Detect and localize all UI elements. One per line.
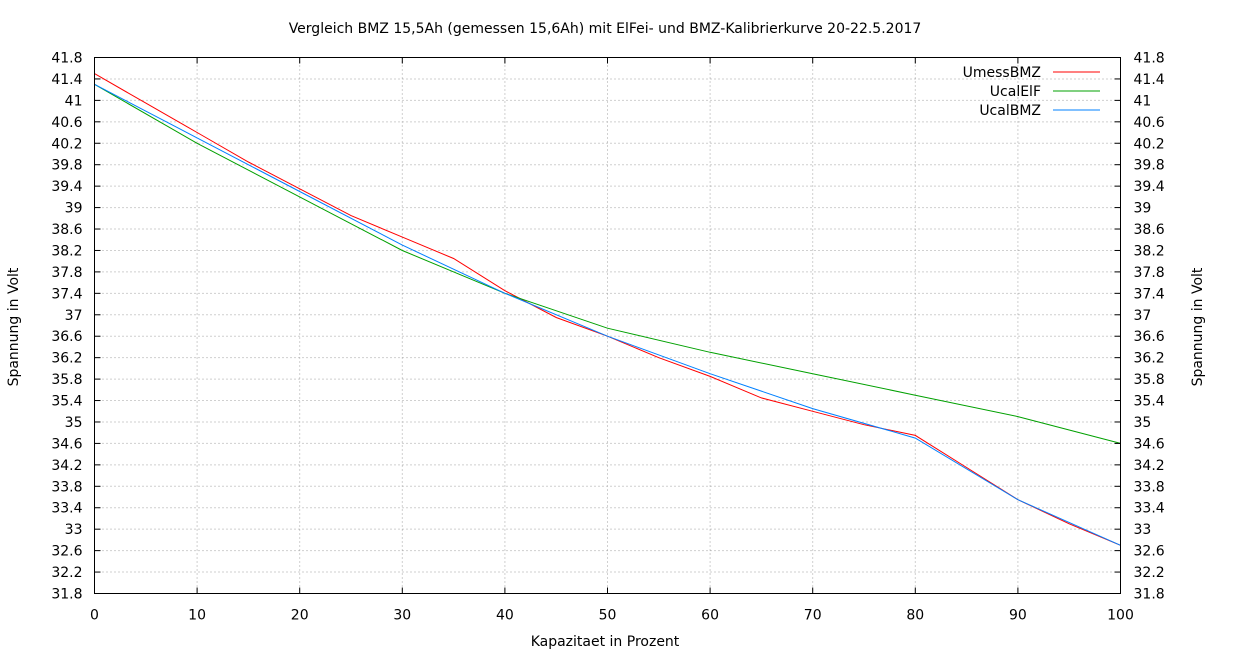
y-tick-label: 40.2 <box>51 136 82 152</box>
y-tick-label: 36.2 <box>51 351 82 367</box>
y2-tick-label: 39.8 <box>1134 158 1165 174</box>
series-line-UmessBMZ <box>94 73 1121 546</box>
y-tick-label: 41.8 <box>51 51 82 67</box>
y-tick-label: 34.2 <box>51 458 82 474</box>
x-tick-label: 20 <box>291 608 309 624</box>
legend-label: UcalBMZ <box>979 103 1041 119</box>
x-tick-label: 70 <box>804 608 822 624</box>
x-tick-label: 50 <box>599 608 617 624</box>
legend: UmessBMZ UcalElF UcalBMZ <box>963 65 1100 119</box>
y-tick-label: 39.8 <box>51 158 82 174</box>
x-tick-label: 100 <box>1107 608 1134 624</box>
y-tick-label: 33 <box>65 522 83 538</box>
series-line-UcalElF <box>94 83 1121 444</box>
y-tick-label: 40.6 <box>51 115 82 131</box>
y2-tick-label: 41.4 <box>1134 72 1165 88</box>
y-tick-label: 37.8 <box>51 265 82 281</box>
x-tick-label: 0 <box>90 608 99 624</box>
grid <box>94 57 1121 594</box>
y-tick-label: 35.8 <box>51 372 82 388</box>
y-tick-label: 37.4 <box>51 286 82 302</box>
series-line-UcalBMZ <box>94 83 1121 546</box>
y-tick-label: 33.8 <box>51 479 82 495</box>
y-tick-label: 39 <box>65 201 83 217</box>
x-tick-label: 60 <box>701 608 719 624</box>
y2-tick-label: 33 <box>1134 522 1152 538</box>
y2-tick-label: 35 <box>1134 415 1152 431</box>
y2-tick-label: 37 <box>1134 308 1152 324</box>
x-tick-label: 90 <box>1009 608 1027 624</box>
y-tick-label: 35.4 <box>51 394 82 410</box>
y2-tick-label: 34.2 <box>1134 458 1165 474</box>
y2-tick-label: 36.2 <box>1134 351 1165 367</box>
y2-tick-label: 38.2 <box>1134 243 1165 259</box>
legend-label: UmessBMZ <box>963 65 1041 81</box>
y-tick-label: 41.4 <box>51 72 82 88</box>
y2-tick-label: 40.6 <box>1134 115 1165 131</box>
y2-tick-label: 39 <box>1134 201 1152 217</box>
y-tick-label: 38.6 <box>51 222 82 238</box>
y2-tick-label: 40.2 <box>1134 136 1165 152</box>
y-tick-label: 32.6 <box>51 544 82 560</box>
y-tick-label: 32.2 <box>51 565 82 581</box>
y2-tick-label: 37.8 <box>1134 265 1165 281</box>
x-tick-label: 80 <box>906 608 924 624</box>
x-axis-label: Kapazitaet in Prozent <box>531 634 680 650</box>
y2-tick-label: 31.8 <box>1134 587 1165 603</box>
y2-tick-label: 38.6 <box>1134 222 1165 238</box>
y2-tick-label: 35.8 <box>1134 372 1165 388</box>
y-tick-label: 36.6 <box>51 329 82 345</box>
chart-title: Vergleich BMZ 15,5Ah (gemessen 15,6Ah) m… <box>289 21 922 37</box>
x-tick-label: 40 <box>496 608 514 624</box>
y2-tick-label: 36.6 <box>1134 329 1165 345</box>
y2-tick-label: 32.6 <box>1134 544 1165 560</box>
x-tick-label: 30 <box>393 608 411 624</box>
y2-tick-label: 35.4 <box>1134 394 1165 410</box>
x-tick-label: 10 <box>188 608 206 624</box>
y-tick-label: 37 <box>65 308 83 324</box>
y2-tick-label: 33.8 <box>1134 479 1165 495</box>
y2-tick-label: 32.2 <box>1134 565 1165 581</box>
y-tick-label: 41 <box>65 93 83 109</box>
y-tick-label: 38.2 <box>51 243 82 259</box>
y-tick-label: 34.6 <box>51 436 82 452</box>
y-axis-label-right: Spannung in Volt <box>1190 267 1206 386</box>
y2-tick-label: 41 <box>1134 93 1152 109</box>
y-tick-label: 31.8 <box>51 587 82 603</box>
series-lines <box>94 73 1121 546</box>
legend-label: UcalElF <box>990 84 1041 100</box>
y-axis-label-left: Spannung in Volt <box>6 267 22 386</box>
y2-tick-label: 34.6 <box>1134 436 1165 452</box>
y2-tick-label: 39.4 <box>1134 179 1165 195</box>
y2-tick-label: 37.4 <box>1134 286 1165 302</box>
y-tick-label: 33.4 <box>51 501 82 517</box>
y-tick-label: 35 <box>65 415 83 431</box>
y2-tick-label: 33.4 <box>1134 501 1165 517</box>
y-tick-label: 39.4 <box>51 179 82 195</box>
y2-tick-label: 41.8 <box>1134 51 1165 67</box>
